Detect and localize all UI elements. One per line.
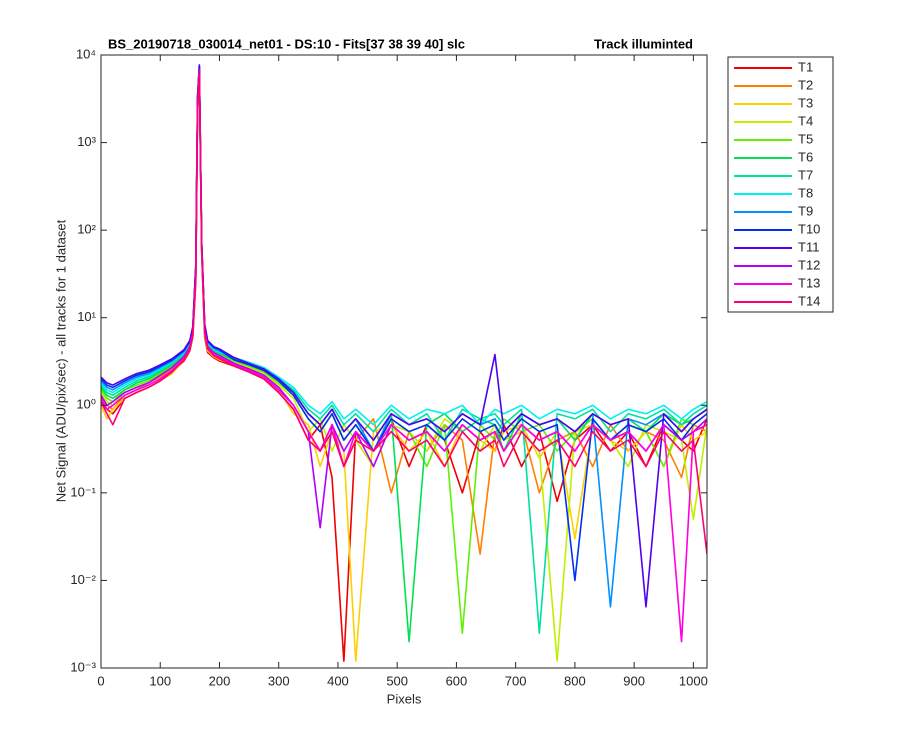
chart-title-right: Track illuminted [594, 36, 693, 51]
y-tick-label: 10⁴ [76, 46, 96, 61]
legend-label: T10 [798, 221, 820, 236]
y-axis-label: Net Signal (ADU/pix/sec) - all tracks fo… [53, 219, 68, 502]
legend-box [727, 56, 834, 313]
y-tick-label: 10⁰ [76, 397, 96, 412]
legend-label: T14 [798, 293, 820, 308]
y-tick-label: 10³ [77, 134, 96, 149]
legend-label: T4 [798, 113, 813, 128]
series-line [101, 64, 707, 608]
x-tick-label: 700 [505, 673, 527, 688]
y-tick-label: 10⁻³ [70, 659, 96, 674]
legend-label: T11 [798, 239, 819, 254]
x-tick-label: 600 [446, 673, 468, 688]
x-tick-label: 1000 [679, 673, 708, 688]
x-tick-label: 800 [564, 673, 586, 688]
legend-label: T13 [798, 275, 820, 290]
legend-label: T8 [798, 185, 813, 200]
x-axis-label: Pixels [387, 691, 422, 706]
y-tick-label: 10⁻¹ [70, 484, 96, 499]
x-tick-label: 200 [209, 673, 231, 688]
legend-label: T2 [798, 77, 813, 92]
x-tick-label: 100 [149, 673, 171, 688]
y-tick-label: 10⁻² [70, 572, 96, 587]
legend-label: T6 [798, 149, 813, 164]
legend-label: T12 [798, 257, 820, 272]
x-tick-label: 300 [268, 673, 290, 688]
x-tick-label: 500 [386, 673, 408, 688]
x-tick-label: 0 [97, 673, 104, 688]
legend-label: T9 [798, 203, 813, 218]
axes-box [100, 54, 708, 669]
x-tick-label: 900 [623, 673, 645, 688]
series-line [101, 71, 707, 555]
chart-title: BS_20190718_030014_net01 - DS:10 - Fits[… [108, 36, 465, 51]
legend-label: T3 [798, 95, 813, 110]
y-tick-label: 10² [77, 222, 96, 237]
series-group [101, 64, 707, 662]
y-tick-label: 10¹ [77, 309, 96, 324]
x-tick-label: 400 [327, 673, 349, 688]
legend-label: T1 [798, 59, 813, 74]
legend-label: T5 [798, 131, 813, 146]
legend-label: T7 [798, 167, 813, 182]
